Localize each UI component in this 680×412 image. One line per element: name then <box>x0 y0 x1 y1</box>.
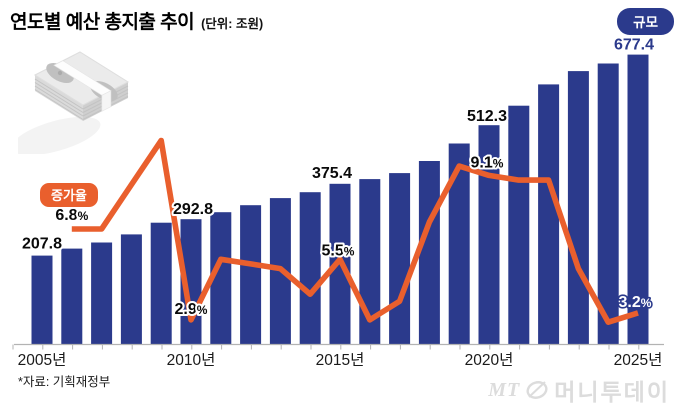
logo-mt-text: MT <box>488 378 521 401</box>
growth-value-label-2010: 2.9% <box>175 301 208 318</box>
bar-2009 <box>150 222 172 345</box>
bar-2006 <box>61 248 83 345</box>
bar-2021 <box>508 105 530 345</box>
bar-value-label-2025: 677.4 <box>614 37 654 54</box>
growth-value-label-2020: 9.1% <box>471 154 504 171</box>
bar-2025 <box>627 54 649 345</box>
bar-2014 <box>299 192 321 345</box>
x-axis-label-2015: 2015년 <box>316 351 365 369</box>
legend-badge-scale: 규모 <box>617 8 674 35</box>
x-axis-label-2020: 2020년 <box>465 351 514 369</box>
growth-value-label-2015: 5.5% <box>322 242 355 259</box>
page-title: 연도별 예산 총지출 추이 <box>10 12 195 33</box>
logo-circle-icon <box>526 381 548 399</box>
unit-note: (단위: 조원) <box>201 17 264 31</box>
source-note: *자료: 기획재정부 <box>18 375 111 389</box>
x-axis-label-2010: 2010년 <box>167 351 216 369</box>
growth-value-label-2025: 3.2% <box>619 294 652 311</box>
bar-2019 <box>448 143 470 345</box>
x-axis-label-2005: 2005년 <box>18 351 67 369</box>
bar-value-label-2010: 292.8 <box>173 201 213 218</box>
bar-2008 <box>120 234 142 345</box>
money-stack-icon <box>18 51 130 154</box>
logo-name-text: 머니투데이 <box>554 379 670 405</box>
bar-value-label-2020: 512.3 <box>467 108 507 125</box>
bar-2020 <box>478 125 500 345</box>
bar-2018 <box>418 161 440 345</box>
legend-badge-growth: 증가율 <box>40 183 98 207</box>
bar-2005 <box>31 255 53 345</box>
bar-2011 <box>210 212 232 345</box>
bar-2022 <box>538 84 560 345</box>
bar-value-label-2005: 207.8 <box>22 236 62 253</box>
x-axis-label-2025: 2025년 <box>614 351 663 369</box>
chart-header: 연도별 예산 총지출 추이 (단위: 조원) <box>10 7 263 34</box>
bar-value-label-2015: 375.4 <box>312 165 352 182</box>
bar-2012 <box>240 205 262 345</box>
growth-rate-line <box>71 137 639 326</box>
bar-2017 <box>389 173 411 345</box>
bar-2024 <box>597 63 619 345</box>
bar-2023 <box>567 71 589 345</box>
growth-value-label-2006: 6.8% <box>55 207 88 224</box>
bar-2007 <box>91 242 113 345</box>
moneytoday-logo: MT 머니투데이 <box>488 373 670 407</box>
